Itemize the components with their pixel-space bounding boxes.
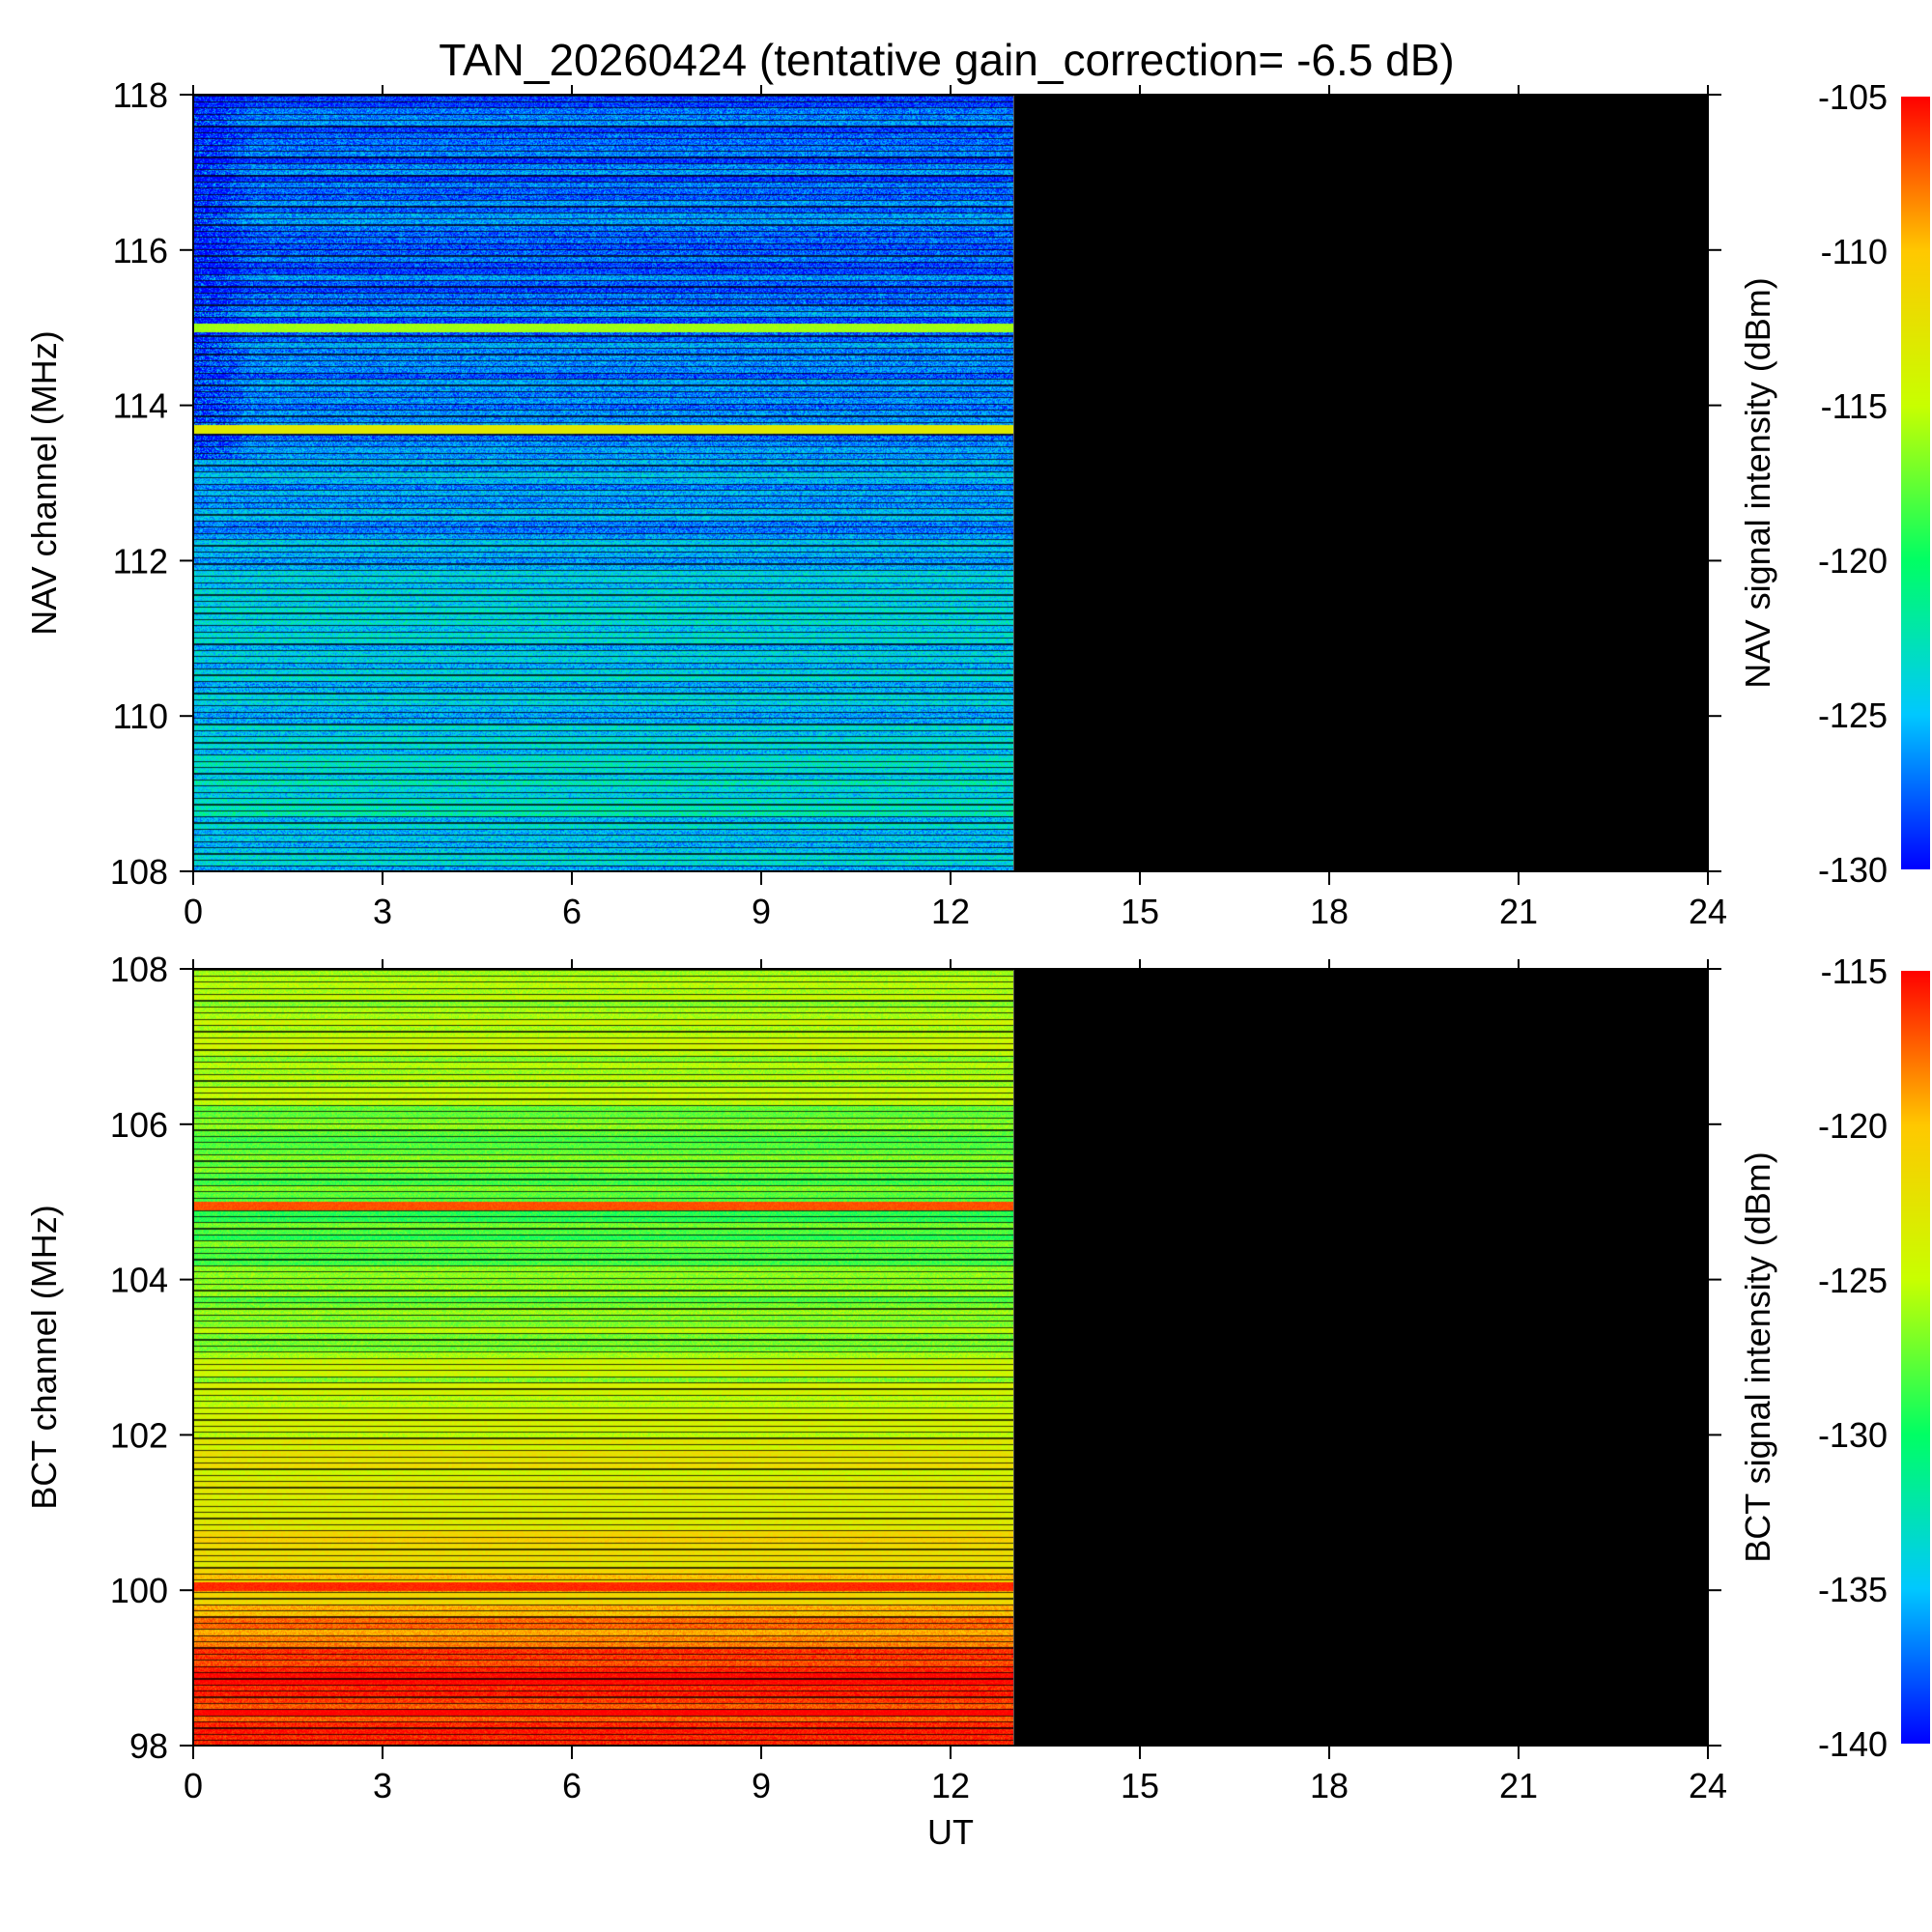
x-tick-label: 6 <box>562 1766 582 1805</box>
colorbar-label: NAV signal intensity (dBm) <box>1738 277 1777 688</box>
x-tick-label: 21 <box>1499 1766 1538 1805</box>
x-tick-label: 15 <box>1121 892 1159 931</box>
x-tick-label: 18 <box>1310 892 1349 931</box>
colorbar-label: BCT signal intensity (dBm) <box>1738 1151 1777 1562</box>
x-tick-label: 6 <box>562 892 582 931</box>
x-tick-label: 0 <box>184 1766 203 1805</box>
colorbar-tick-label: -140 <box>1818 1724 1888 1764</box>
panel-bct: 0 3 6 9 12 15 18 21 24 98 100 102 104 106 108 BCT chann… <box>24 950 1930 1852</box>
colorbar: -105 -110 -115 -120 -125 -130 NAV signal inten… <box>1738 77 1930 890</box>
no-data-region <box>1013 95 1708 871</box>
y-tick-label: 118 <box>113 75 168 115</box>
x-tick-label: 9 <box>752 1766 771 1805</box>
colorbar-tick-label: -115 <box>1821 952 1888 991</box>
x-tick-label: 12 <box>931 1766 970 1805</box>
colorbar-tick-label: -130 <box>1818 1415 1888 1455</box>
colorbar-tick-label: -105 <box>1818 77 1888 117</box>
x-tick-label: 3 <box>373 892 392 931</box>
x-tick-label: 24 <box>1689 892 1727 931</box>
heatmap-cells <box>193 95 1013 871</box>
colorbar-tick-label: -135 <box>1818 1570 1888 1609</box>
x-tick-label: 9 <box>752 892 771 931</box>
x-tick-label: 24 <box>1689 1766 1727 1805</box>
colorbar-tick-label: -125 <box>1818 696 1888 735</box>
colorbar-scale <box>1901 971 1930 1744</box>
colorbar-tick-label: -110 <box>1821 232 1888 271</box>
y-axis-label: NAV channel (MHz) <box>24 330 64 635</box>
y-tick-label: 116 <box>113 231 168 270</box>
x-tick-label: 0 <box>184 892 203 931</box>
colorbar-tick-label: -120 <box>1818 541 1888 581</box>
y-tick-label: 98 <box>129 1726 168 1766</box>
chart-title: TAN_20260424 (tentative gain_correction=… <box>439 35 1454 85</box>
y-tick-label: 114 <box>113 386 168 426</box>
y-tick-label: 108 <box>110 950 168 989</box>
y-tick-label: 102 <box>110 1415 168 1455</box>
y-tick-label: 108 <box>110 852 168 892</box>
colorbar-tick-label: -115 <box>1821 386 1888 426</box>
colorbar-tick-label: -120 <box>1818 1106 1888 1146</box>
y-tick-label: 100 <box>110 1571 168 1610</box>
y-tick-label: 104 <box>110 1261 168 1300</box>
colorbar: -115 -120 -125 -130 -135 -140 BCT signal inten… <box>1738 952 1930 1764</box>
y-axis-label: BCT channel (MHz) <box>24 1205 64 1509</box>
colorbar-scale <box>1901 97 1930 869</box>
heatmap-cells <box>193 969 1013 1746</box>
y-tick-label: 110 <box>113 696 168 736</box>
colorbar-tick-label: -130 <box>1818 850 1888 890</box>
x-axis-label: UT <box>927 1812 974 1852</box>
panel-nav: 0 3 6 9 12 15 18 21 24 108 110 112 114 116 118 NAV chan… <box>24 75 1930 931</box>
x-tick-label: 18 <box>1310 1766 1349 1805</box>
x-tick-label: 21 <box>1499 892 1538 931</box>
x-tick-label: 3 <box>373 1766 392 1805</box>
no-data-region <box>1013 969 1708 1746</box>
colorbar-tick-label: -125 <box>1818 1261 1888 1300</box>
x-tick-label: 12 <box>931 892 970 931</box>
y-tick-label: 106 <box>110 1105 168 1145</box>
y-tick-label: 112 <box>113 541 168 581</box>
x-tick-label: 15 <box>1121 1766 1159 1805</box>
